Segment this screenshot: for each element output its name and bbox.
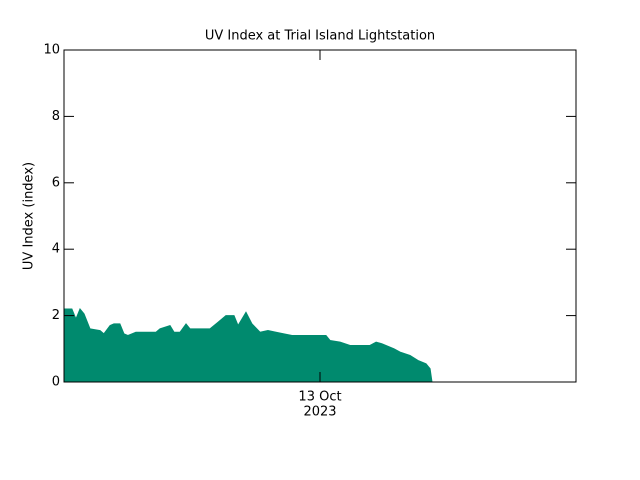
- x-tick-label: 13 Oct: [298, 390, 341, 405]
- y-tick-label: 2: [52, 308, 60, 323]
- y-tick-label: 0: [52, 375, 60, 390]
- area: [63, 307, 433, 383]
- chart-title: UV Index at Trial Island Lightstation: [205, 29, 435, 44]
- x-year-label: 2023: [303, 405, 336, 420]
- y-tick-label: 4: [52, 242, 60, 257]
- y-tick-label: 10: [43, 43, 60, 58]
- y-tick-label: 8: [52, 109, 60, 124]
- y-tick-label: 6: [52, 175, 60, 190]
- y-axis-label: UV Index (index): [22, 162, 37, 270]
